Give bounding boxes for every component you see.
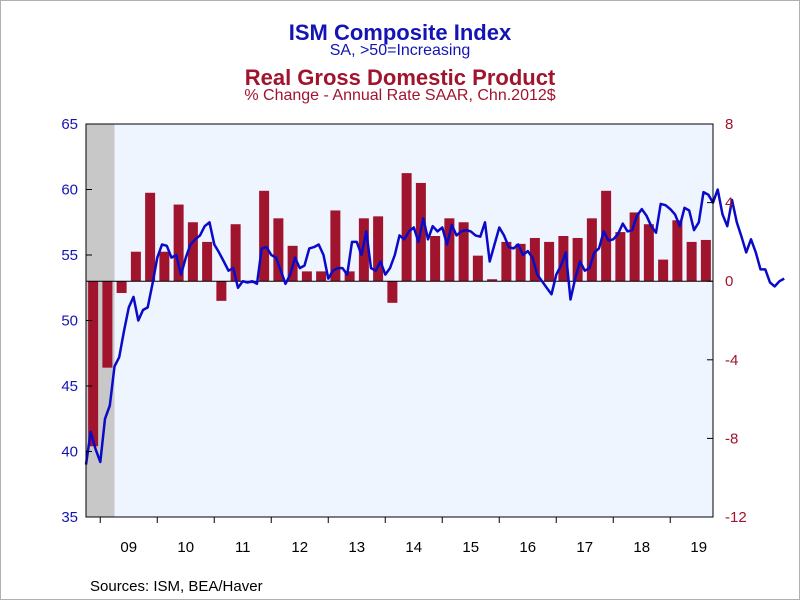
- gdp-bar: [230, 224, 241, 282]
- gdp-bar: [529, 237, 540, 282]
- left-tick-label: 40: [61, 444, 78, 461]
- x-tick-label: 11: [235, 539, 251, 556]
- gdp-bar: [672, 220, 683, 282]
- gdp-bar: [301, 271, 312, 282]
- gdp-bar: [615, 232, 626, 282]
- gdp-bar: [643, 224, 654, 282]
- x-tick-label: 19: [690, 539, 707, 556]
- x-tick-label: 13: [348, 539, 365, 556]
- ism-subtitle: SA, >50=Increasing: [329, 42, 471, 59]
- right-tick-label: 4: [725, 195, 733, 212]
- gdp-title: Real Gross Domestic Product: [244, 65, 556, 90]
- gdp-bar: [259, 190, 270, 282]
- left-tick-label: 60: [61, 182, 78, 199]
- right-tick-label: -12: [725, 509, 747, 526]
- ism-line: [84, 188, 785, 465]
- left-tick-label: 35: [61, 509, 78, 526]
- gdp-bar: [586, 218, 597, 282]
- gdp-bar: [116, 281, 127, 293]
- plot-area: [86, 124, 713, 517]
- x-tick-label: 10: [177, 539, 194, 556]
- x-tick-label: 09: [120, 539, 137, 556]
- gdp-bar: [273, 218, 284, 282]
- gdp-bar: [387, 281, 398, 303]
- x-tick-label: 18: [633, 539, 650, 556]
- left-tick-label: 55: [61, 247, 78, 264]
- gdp-bar: [515, 243, 526, 282]
- left-tick-label: 65: [61, 116, 78, 133]
- ism-title: ISM Composite Index: [288, 20, 512, 45]
- gdp-bar: [458, 222, 469, 282]
- gdp-bar: [444, 218, 455, 282]
- gdp-bar: [430, 236, 441, 282]
- gdp-bar: [373, 216, 384, 282]
- gdp-subtitle: % Change - Annual Rate SAAR, Chn.2012$: [244, 87, 556, 104]
- x-tick-label: 14: [405, 539, 422, 556]
- x-tick-label: 17: [576, 539, 593, 556]
- gdp-bar: [216, 281, 227, 301]
- gdp-bar: [544, 241, 555, 282]
- gdp-bar: [629, 212, 640, 282]
- gdp-bar: [472, 255, 483, 282]
- gdp-bar: [344, 271, 355, 282]
- x-tick-label: 16: [519, 539, 536, 556]
- gdp-bar: [686, 241, 697, 282]
- gdp-bar: [145, 192, 156, 282]
- x-tick-label: 15: [462, 539, 479, 556]
- right-tick-label: 0: [725, 273, 733, 290]
- source-note: Sources: ISM, BEA/Haver: [90, 578, 263, 595]
- gdp-bar: [202, 241, 213, 282]
- gdp-bar: [130, 251, 141, 282]
- gdp-bar: [401, 173, 412, 282]
- gdp-bar: [187, 222, 198, 282]
- right-tick-label: -4: [725, 352, 738, 369]
- gdp-bar: [330, 210, 341, 282]
- left-tick-label: 45: [61, 378, 78, 395]
- right-tick-label: 8: [725, 116, 733, 133]
- left-tick-label: 50: [61, 313, 78, 330]
- x-tick-label: 12: [291, 539, 308, 556]
- gdp-bar: [102, 281, 113, 368]
- gdp-bar: [88, 281, 99, 447]
- gdp-bar: [487, 279, 498, 282]
- gdp-bar: [572, 237, 583, 282]
- gdp-bar: [159, 251, 170, 282]
- gdp-bar: [501, 241, 512, 282]
- gdp-bar: [658, 259, 669, 282]
- gdp-bar: [358, 218, 369, 282]
- right-tick-label: -8: [725, 430, 738, 447]
- gdp-bar: [316, 271, 327, 282]
- gdp-bar: [173, 204, 184, 282]
- gdp-bar: [700, 239, 711, 282]
